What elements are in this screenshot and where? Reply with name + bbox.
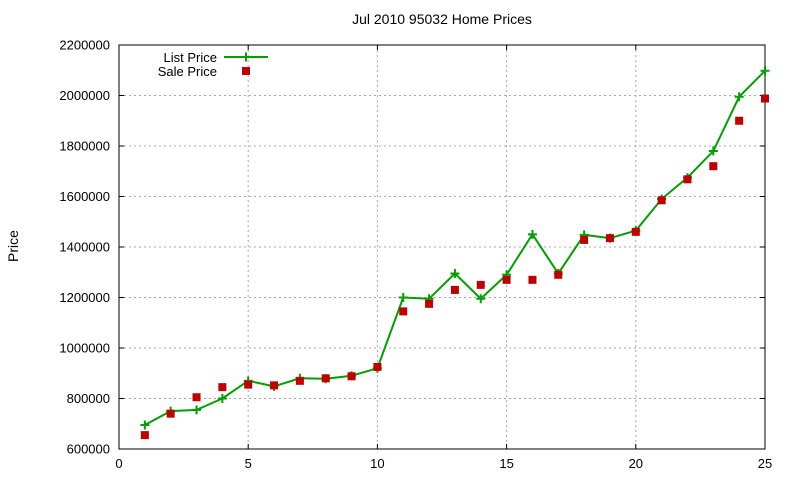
chart-title: Jul 2010 95032 Home Prices: [352, 11, 532, 27]
y-tick-label: 600000: [67, 442, 110, 457]
y-tick-label: 1600000: [59, 189, 110, 204]
y-tick-label: 1800000: [59, 139, 110, 154]
y-tick-label: 1400000: [59, 240, 110, 255]
legend-label: List Price: [164, 50, 217, 65]
y-tick-labels: 600000 800000 1000000 1200000 1400000 1600000…: [59, 38, 110, 457]
x-tick-label: 0: [115, 456, 122, 471]
series-list-price: [140, 66, 770, 430]
y-tick-label: 1200000: [59, 290, 110, 305]
plot-border: [118, 44, 766, 450]
x-tick-label: 20: [629, 456, 643, 471]
series-sale-price: [140, 94, 769, 440]
y-tick-label: 1000000: [59, 341, 110, 356]
x-tick-label: 25: [758, 456, 772, 471]
y-tick-label: 2200000: [59, 38, 110, 53]
x-tick-label: 10: [370, 456, 384, 471]
y-tick-label: 800000: [67, 391, 110, 406]
x-tick-label: 5: [245, 456, 252, 471]
x-tick-labels: 0 5 10 15 20 25: [115, 456, 772, 471]
legend-label: Sale Price: [158, 64, 217, 79]
grid-lines: [119, 45, 765, 449]
x-tick-label: 15: [499, 456, 513, 471]
y-tick-label: 2000000: [59, 88, 110, 103]
